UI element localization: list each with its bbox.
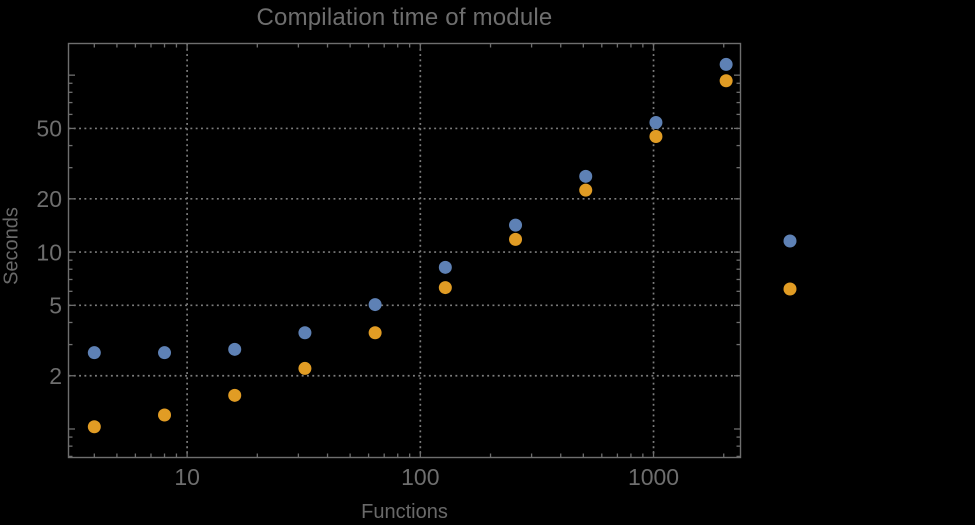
data-point-series-2-orange-x2048 <box>719 74 733 88</box>
data-point-series-1-blue-x256 <box>509 218 523 232</box>
y-tick-label-5: 5 <box>49 293 62 319</box>
data-point-series-1-blue-x128 <box>438 260 452 274</box>
data-point-series-1-blue-x8 <box>158 346 172 360</box>
x-tick-label-100: 100 <box>401 464 439 490</box>
data-point-series-1-blue-x16 <box>228 342 242 356</box>
data-point-series-1-blue-x32 <box>298 326 312 340</box>
data-point-series-2-orange-x16 <box>228 388 242 402</box>
y-tick-label-50: 50 <box>36 116 62 142</box>
legend-marker-series-1-blue <box>783 234 797 248</box>
y-tick-label-10: 10 <box>36 239 62 265</box>
data-point-series-1-blue-x4 <box>87 346 101 360</box>
y-axis-label: Seconds <box>0 207 23 285</box>
data-point-series-1-blue-x1024 <box>649 116 663 130</box>
data-point-series-2-orange-x8 <box>158 408 172 422</box>
data-point-series-2-orange-x64 <box>368 326 382 340</box>
data-point-series-1-blue-x512 <box>579 169 593 183</box>
data-point-series-2-orange-x32 <box>298 361 312 375</box>
x-tick-label-10: 10 <box>174 464 200 490</box>
data-point-series-2-orange-x128 <box>438 281 452 295</box>
y-tick-label-20: 20 <box>36 186 62 212</box>
x-axis-label: Functions <box>361 501 448 523</box>
data-point-series-2-orange-x256 <box>509 232 523 246</box>
data-point-series-1-blue-x2048 <box>719 57 733 71</box>
data-point-series-2-orange-x4 <box>87 420 101 434</box>
chart-title: Compilation time of module <box>256 4 553 31</box>
data-point-series-2-orange-x1024 <box>649 130 663 144</box>
data-point-series-2-orange-x512 <box>579 183 593 197</box>
x-tick-label-1000: 1000 <box>628 464 679 490</box>
legend-marker-series-2-orange <box>783 282 797 296</box>
y-tick-label-2: 2 <box>49 363 62 389</box>
data-point-series-1-blue-x64 <box>368 298 382 312</box>
plot-frame <box>67 42 742 459</box>
